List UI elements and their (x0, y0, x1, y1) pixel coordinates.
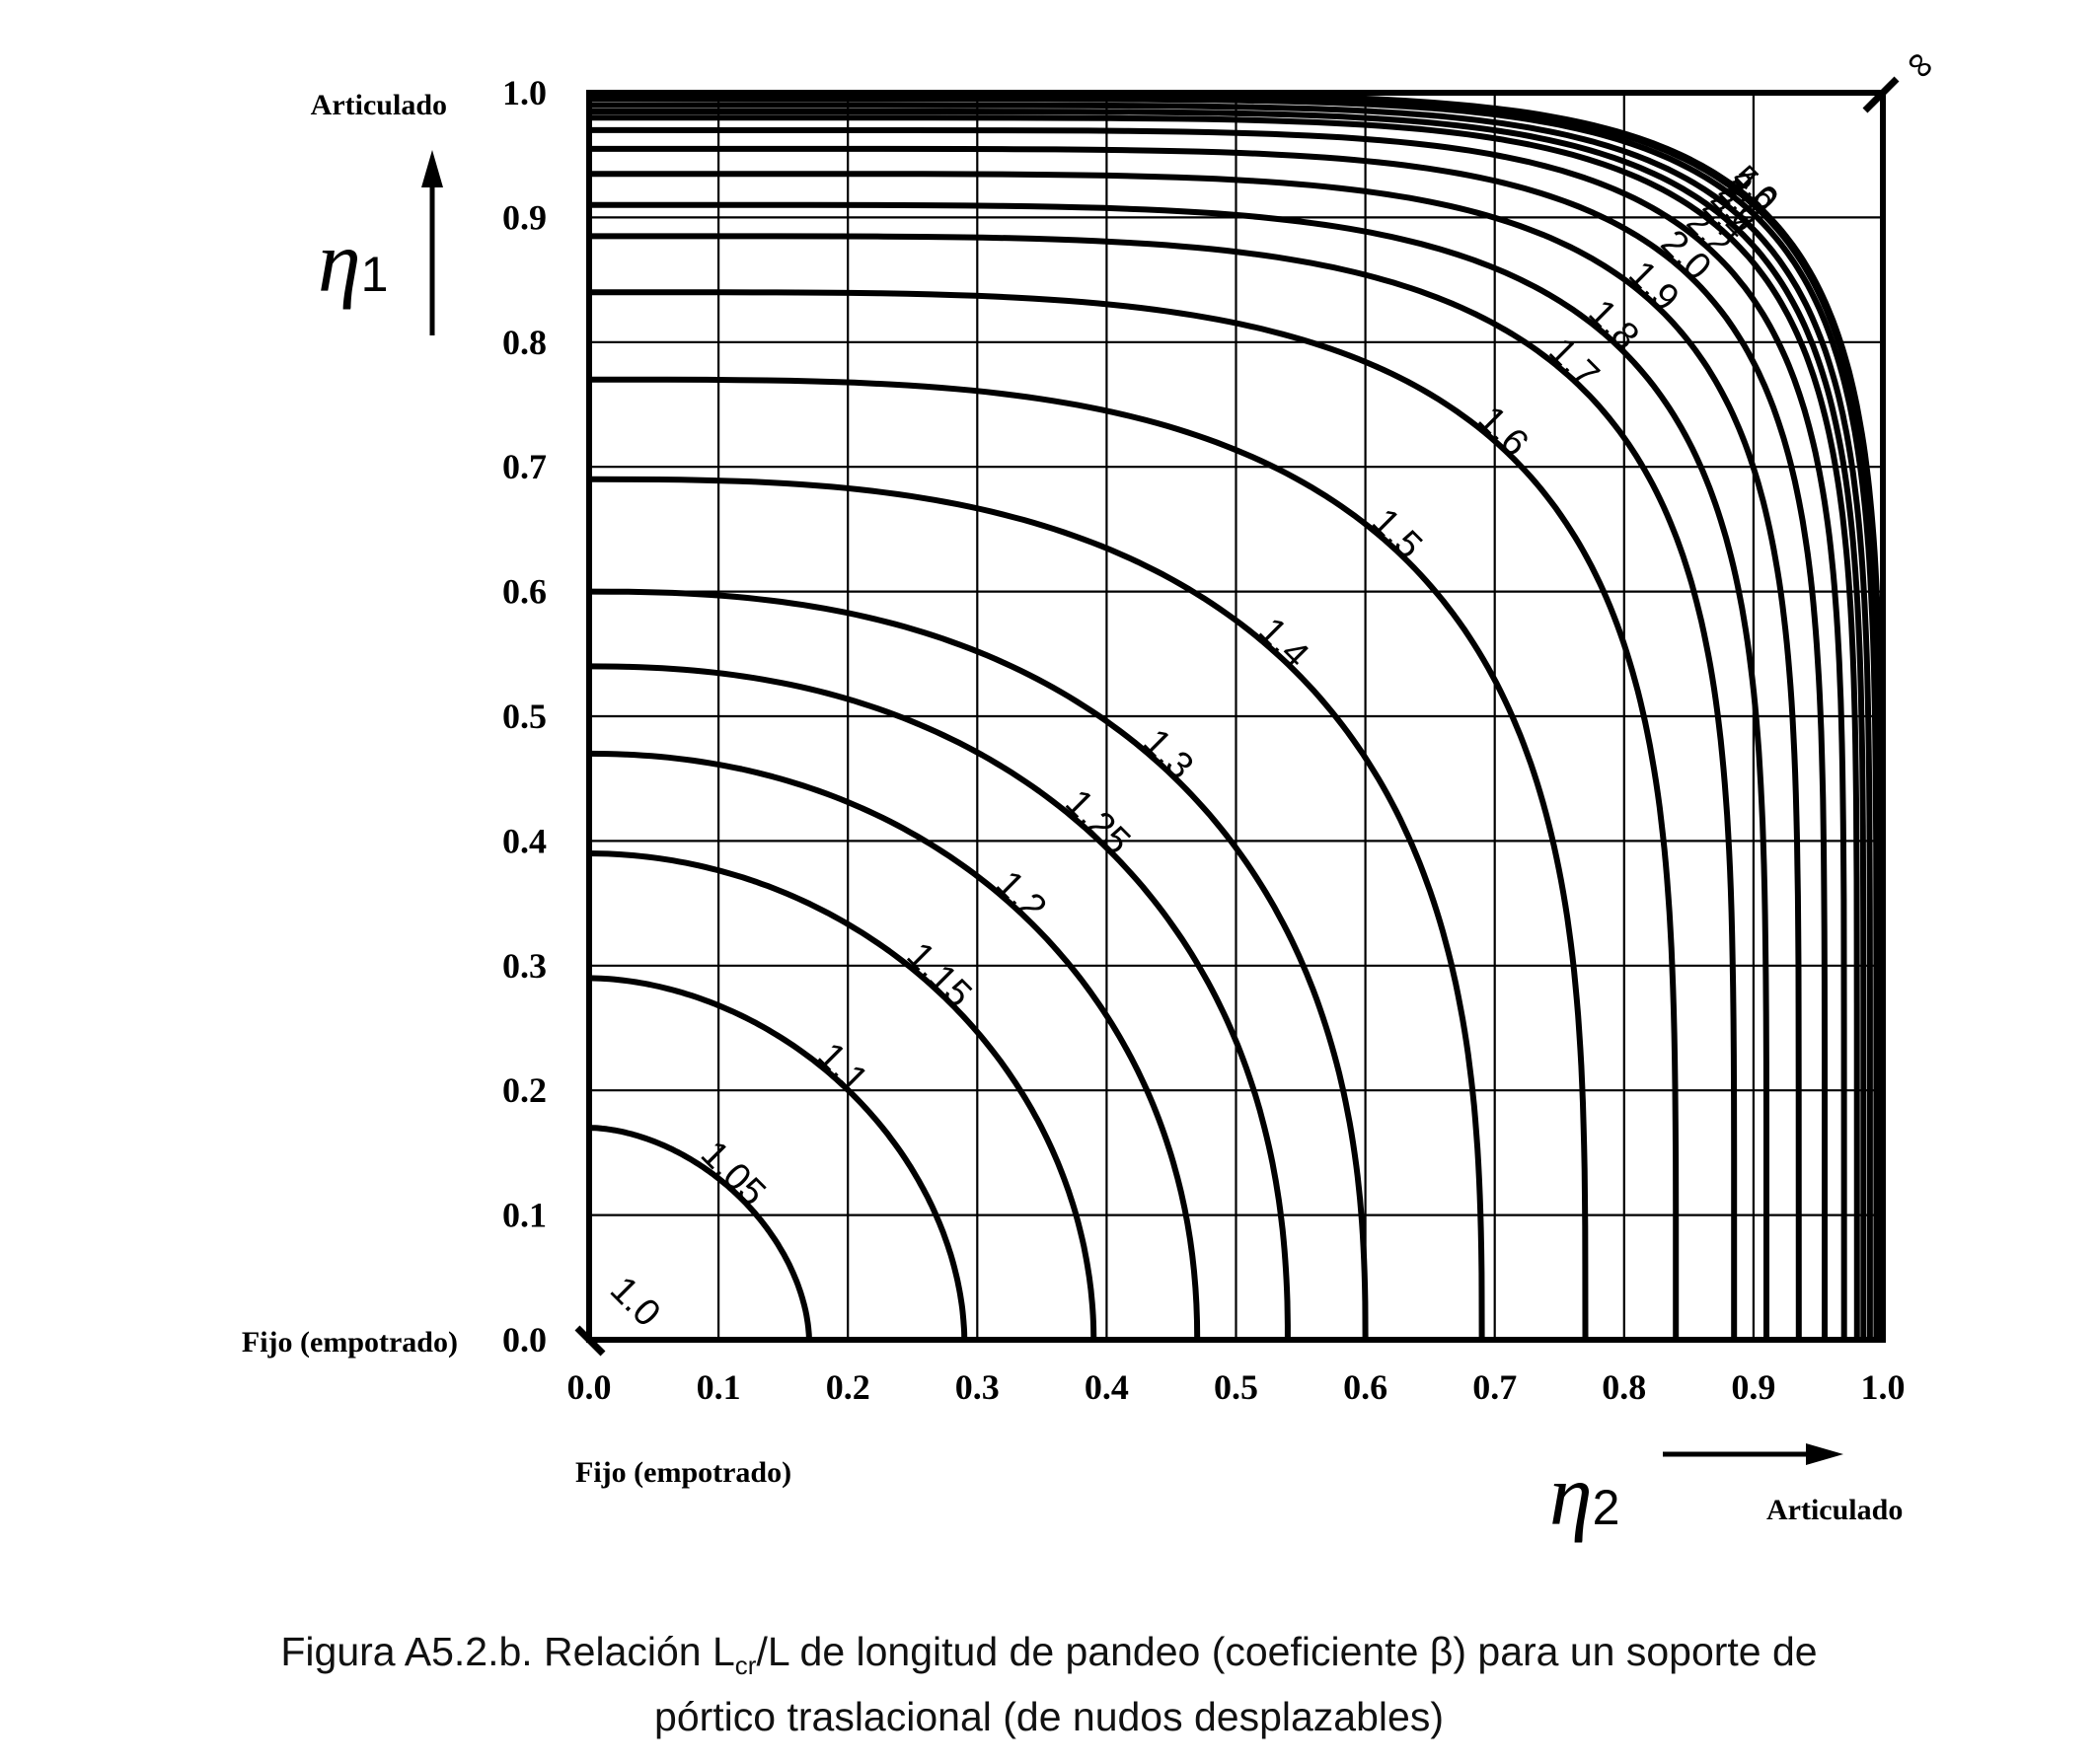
curve-5_0 (589, 91, 1885, 1340)
curve-label: 1.0 (602, 1269, 668, 1335)
curve-1_4 (588, 476, 1485, 1341)
x-tick-label: 1.0 (1861, 1367, 1906, 1407)
curve-label: 1.3 (1135, 721, 1201, 787)
x-tick-label: 0.8 (1602, 1367, 1646, 1407)
curve-1_3 (588, 588, 1369, 1341)
y-tick-label: 1.0 (502, 73, 547, 112)
y-tick-label: 0.9 (502, 197, 547, 237)
x-tick-label: 0.6 (1343, 1367, 1387, 1407)
y-tick-label: 0.3 (502, 946, 547, 986)
x-tick-label: 0.3 (955, 1367, 1000, 1407)
y-tick-label: 0.2 (502, 1070, 547, 1110)
y-axis-symbol: η1 (318, 215, 388, 311)
y-tick-labels: 0.0 0.1 0.2 0.3 0.4 0.5 0.6 0.7 0.8 0.9 1.0 (502, 73, 547, 1360)
curve-1_5 (588, 376, 1589, 1341)
curve-3_0 (588, 96, 1880, 1340)
curve-2_8 (588, 102, 1873, 1340)
y-axis-low-label: Fijo (empotrado) (242, 1326, 458, 1359)
curve-label: 1.8 (1581, 292, 1647, 358)
plot-frame (586, 90, 1886, 1343)
curve-1_1 (588, 975, 968, 1340)
figure-caption: Figura A5.2.b. Relación Lcr/L de longitu… (0, 1626, 2098, 1742)
curve-label: 1.5 (1364, 501, 1430, 567)
x-axis-high-label: Articulado (1766, 1494, 1903, 1526)
curve-label: 1.05 (693, 1134, 774, 1214)
curve-2_4 (589, 114, 1860, 1341)
y-tick-label: 0.5 (502, 697, 547, 736)
curve-label: 1.4 (1250, 610, 1316, 676)
curve-1_8 (589, 201, 1769, 1340)
curve-label: 1.7 (1540, 331, 1607, 397)
x-tick-label: 0.9 (1731, 1367, 1775, 1407)
curve-1_05 (587, 1125, 812, 1342)
caption-line-1: Figura A5.2.b. Relación Lcr/L de longitu… (280, 1629, 1818, 1681)
x-tick-label: 0.4 (1085, 1367, 1129, 1407)
curve-label: 1.2 (988, 863, 1054, 929)
curve-1_7 (589, 233, 1738, 1340)
x-tick-labels: 0.0 0.1 0.2 0.3 0.4 0.5 0.6 0.7 0.8 0.9 1.0 (567, 1367, 1906, 1407)
curve-1_6 (588, 289, 1680, 1340)
curve-1_9 (589, 171, 1802, 1341)
caption-line-2: pórtico traslacional (de nudos desplazab… (654, 1694, 1444, 1740)
curve-1_15 (588, 850, 1097, 1341)
curve-label: 1.15 (899, 934, 980, 1015)
x-axis-symbol: η2 (1549, 1448, 1619, 1544)
x-tick-label: 0.7 (1472, 1367, 1517, 1407)
chart-curves (574, 76, 1900, 1357)
y-tick-label: 0.7 (502, 447, 547, 486)
x-tick-label: 0.0 (567, 1367, 612, 1407)
y-axis-arrow-icon (421, 150, 443, 335)
curve-label: ∞ (1897, 40, 1945, 89)
y-tick-label: 0.8 (502, 323, 547, 362)
y-tick-label: 0.1 (502, 1196, 547, 1235)
curve-label: 1.25 (1057, 781, 1138, 862)
x-tick-label: 0.5 (1214, 1367, 1258, 1407)
y-tick-label: 0.4 (502, 821, 547, 860)
curve-1_25 (588, 663, 1291, 1340)
curve-1_2 (588, 750, 1201, 1341)
curve-label: 1.6 (1470, 399, 1536, 465)
y-tick-label: 0.0 (502, 1320, 547, 1360)
curve-2_2 (588, 126, 1847, 1341)
y-axis-high-label: Articulado (311, 89, 447, 121)
curve-2_6 (589, 109, 1867, 1340)
curve-2_0 (589, 145, 1828, 1340)
x-axis-arrow-icon (1663, 1443, 1843, 1465)
x-axis-low-label: Fijo (empotrado) (575, 1456, 791, 1489)
x-tick-label: 0.1 (697, 1367, 741, 1407)
y-tick-label: 0.6 (502, 572, 547, 612)
x-tick-label: 0.2 (826, 1367, 870, 1407)
